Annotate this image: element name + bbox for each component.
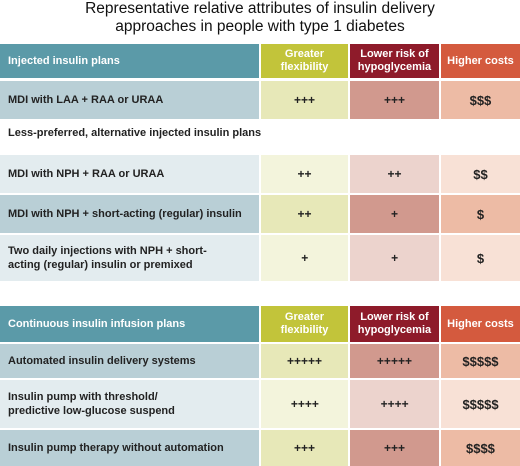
- cost-rating: $: [441, 235, 520, 281]
- plan-name: Two daily injections with NPH + short-ac…: [0, 235, 260, 281]
- plan-name: MDI with NPH + short-acting (regular) in…: [0, 195, 260, 233]
- costs-header: Higher costs: [440, 44, 520, 78]
- injected-plans-header: Injected insulin plans: [0, 44, 260, 78]
- hypoglycemia-rating: ++++: [350, 380, 440, 428]
- hypoglycemia-rating: +++++: [349, 344, 439, 378]
- plan-name: Insulin pump therapy without automation: [0, 430, 260, 466]
- hypoglycemia-rating: ++: [349, 155, 439, 193]
- flexibility-rating: +++: [261, 430, 348, 466]
- costs-header: Higher costs: [440, 306, 520, 342]
- table-row: MDI with LAA + RAA or URAA +++ +++ $$$: [0, 81, 520, 119]
- hypoglycemia-header: Lower risk of hypoglycemia: [349, 306, 439, 342]
- flexibility-rating: ++++: [261, 380, 349, 428]
- flexibility-rating: +: [261, 235, 349, 281]
- hypoglycemia-header: Lower risk of hypoglycemia: [349, 44, 439, 78]
- infusion-header-row: Continuous insulin infusion plans Greate…: [0, 306, 520, 342]
- flexibility-header: Greater flexibility: [261, 44, 348, 78]
- table-row: Automated insulin delivery systems +++++…: [0, 344, 520, 378]
- table-row: Insulin pump with threshold/ predictive …: [0, 380, 520, 428]
- flexibility-rating: ++: [261, 195, 348, 233]
- plan-name: MDI with LAA + RAA or URAA: [0, 81, 260, 119]
- flexibility-rating: ++: [261, 155, 348, 193]
- table-row: Insulin pump therapy without automation …: [0, 430, 520, 466]
- injected-header-row: Injected insulin plans Greater flexibili…: [0, 44, 520, 78]
- table-row: MDI with NPH + short-acting (regular) in…: [0, 195, 520, 233]
- cost-rating: $$$$$: [441, 380, 520, 428]
- title-line-1: Representative relative attributes of in…: [85, 0, 435, 17]
- infusion-plans-header: Continuous insulin infusion plans: [0, 306, 260, 342]
- hypoglycemia-rating: +: [350, 235, 440, 281]
- flexibility-rating: +++: [261, 81, 348, 119]
- cost-rating: $$$$$: [440, 344, 520, 378]
- plan-name: Automated insulin delivery systems: [0, 344, 260, 378]
- cost-rating: $: [440, 195, 520, 233]
- page-title: Representative relative attributes of in…: [0, 0, 520, 38]
- hypoglycemia-rating: +: [349, 195, 439, 233]
- alternative-plans-heading: Less-preferred, alternative injected ins…: [8, 127, 262, 139]
- cost-rating: $$$: [440, 81, 520, 119]
- table-row: Two daily injections with NPH + short-ac…: [0, 235, 520, 281]
- plan-name: Insulin pump with threshold/ predictive …: [0, 380, 260, 428]
- flexibility-rating: +++++: [261, 344, 348, 378]
- plan-name: MDI with NPH + RAA or URAA: [0, 155, 260, 193]
- flexibility-header: Greater flexibility: [261, 306, 348, 342]
- cost-rating: $$$$: [440, 430, 520, 466]
- cost-rating: $$: [440, 155, 520, 193]
- table-row: MDI with NPH + RAA or URAA ++ ++ $$: [0, 155, 520, 193]
- hypoglycemia-rating: +++: [349, 81, 439, 119]
- title-line-2: approaches in people with type 1 diabete…: [115, 18, 405, 35]
- hypoglycemia-rating: +++: [349, 430, 439, 466]
